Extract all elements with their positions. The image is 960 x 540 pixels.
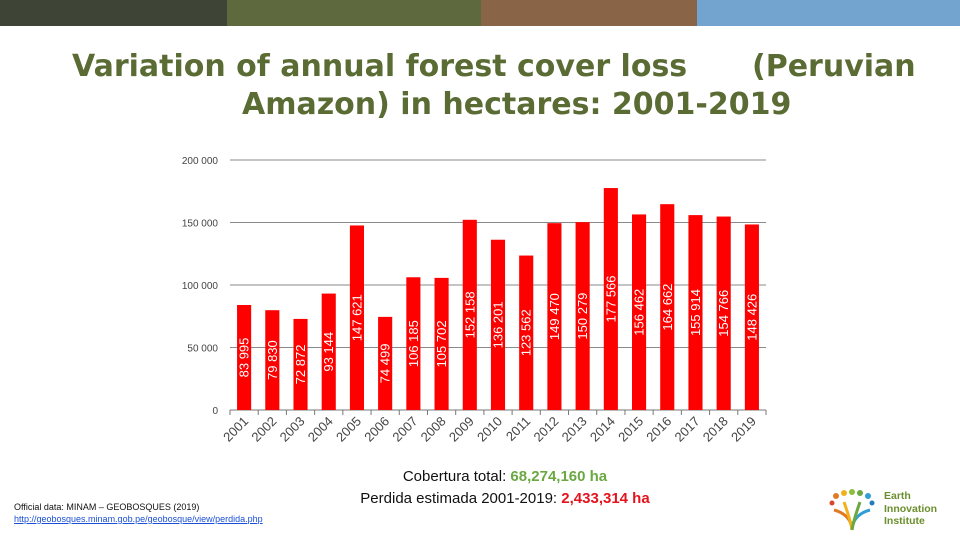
- y-tick-label: 200 000: [182, 156, 219, 167]
- data-label: 155 914: [688, 289, 703, 336]
- bar: [349, 225, 364, 410]
- title-line2: Amazon) in hectares: 2001-2019: [242, 87, 792, 122]
- bar: [519, 255, 534, 410]
- data-label: 164 662: [660, 284, 675, 331]
- x-tick-label: 2015: [615, 414, 646, 445]
- bar: [321, 293, 336, 410]
- x-tick-label: 2003: [277, 414, 308, 445]
- bar-chart: 0 50 000 100 000 150 000 200 000 83 995 2001 79…: [182, 156, 767, 445]
- summary-loss-label: Perdida estimada 2001-2019:: [360, 490, 562, 507]
- x-tick-label: 2018: [700, 414, 731, 445]
- summary-loss: Perdida estimada 2001-2019: 2,433,314 ha: [340, 490, 670, 507]
- bar: [265, 310, 280, 410]
- x-tick-label: 2010: [474, 414, 505, 445]
- logo-line3: Institute: [884, 515, 925, 527]
- summary-total: Cobertura total: 68,274,160 ha: [340, 468, 670, 485]
- summary-total-label: Cobertura total:: [402, 468, 511, 485]
- title-line1-right: (Peruvian: [752, 49, 916, 84]
- bar: [688, 215, 703, 410]
- bar: [547, 223, 562, 410]
- bar: [490, 239, 506, 410]
- x-tick-label: 2006: [361, 414, 392, 445]
- data-label: 105 702: [434, 320, 449, 367]
- bar: [378, 316, 393, 410]
- x-tick-label: 2007: [389, 414, 420, 445]
- bar: [434, 277, 449, 410]
- logo-line1: Earth: [884, 490, 911, 502]
- bar: [293, 318, 308, 410]
- data-label: 148 426: [744, 294, 759, 341]
- summary-total-value: 68,274,160 ha: [510, 468, 608, 485]
- logo: Earth Innovation Institute: [826, 488, 956, 532]
- data-label: 93 144: [321, 332, 336, 372]
- x-tick-label: 2008: [418, 414, 449, 445]
- x-tick-label: 2013: [559, 414, 590, 445]
- data-label: 72 872: [293, 345, 308, 385]
- x-tick-label: 2005: [333, 414, 364, 445]
- bar: [744, 224, 759, 410]
- top-color-bar: [0, 0, 960, 26]
- top-bar-segment: [227, 0, 481, 26]
- x-tick-label: 2011: [503, 414, 533, 444]
- x-tick-label: 2016: [643, 414, 674, 445]
- logo-mark-icon: [829, 489, 875, 531]
- bar: [632, 214, 647, 410]
- source-label: Official data: MINAM – GEOBOSQUES (2019): [14, 502, 200, 512]
- x-tick-label: 2017: [672, 414, 703, 445]
- title-line1-left: Variation of annual forest cover loss: [72, 49, 688, 84]
- logo-text: Earth Innovation Institute: [884, 490, 937, 528]
- data-label: 74 499: [378, 344, 393, 384]
- bar: [575, 222, 590, 410]
- source-link[interactable]: http://geobosques.minam.gob.pe/geobosque…: [14, 514, 263, 524]
- x-tick-label: 2014: [587, 414, 618, 445]
- x-tick-label: 2001: [220, 414, 251, 445]
- data-label: 123 562: [519, 309, 534, 356]
- x-tick-label: 2004: [305, 414, 336, 445]
- bar: [237, 305, 252, 410]
- data-label: 156 462: [632, 289, 647, 336]
- x-tick-label: 2009: [446, 414, 477, 445]
- top-bar-segment: [697, 0, 960, 26]
- data-label: 83 995: [237, 338, 252, 378]
- y-tick-label: 150 000: [182, 219, 219, 230]
- x-tick-label: 2012: [530, 414, 561, 445]
- data-label: 154 766: [716, 290, 731, 337]
- data-label: 106 185: [406, 320, 421, 367]
- data-label: 136 201: [491, 301, 506, 348]
- data-label: 152 158: [462, 291, 477, 338]
- top-bar-segment: [0, 0, 227, 26]
- bar: [462, 219, 477, 410]
- x-tick-label: 2019: [728, 414, 759, 445]
- x-tick-label: 2002: [248, 414, 279, 445]
- logo-line2: Innovation: [884, 502, 938, 515]
- source-note: Official data: MINAM – GEOBOSQUES (2019)…: [14, 502, 263, 524]
- data-label: 149 470: [547, 293, 562, 340]
- data-label: 79 830: [265, 340, 280, 380]
- bar: [660, 204, 675, 410]
- data-label: 177 566: [603, 276, 618, 323]
- y-tick-label: 100 000: [182, 281, 219, 292]
- data-label: 150 279: [575, 293, 590, 340]
- y-tick-label: 50 000: [187, 344, 218, 355]
- summary-loss-value: 2,433,314 ha: [561, 490, 650, 507]
- bar: [406, 277, 421, 410]
- bar: [716, 216, 731, 410]
- bar: [603, 188, 618, 410]
- data-label: 147 621: [349, 294, 364, 341]
- y-tick-label: 0: [212, 406, 218, 417]
- top-bar-segment: [481, 0, 697, 26]
